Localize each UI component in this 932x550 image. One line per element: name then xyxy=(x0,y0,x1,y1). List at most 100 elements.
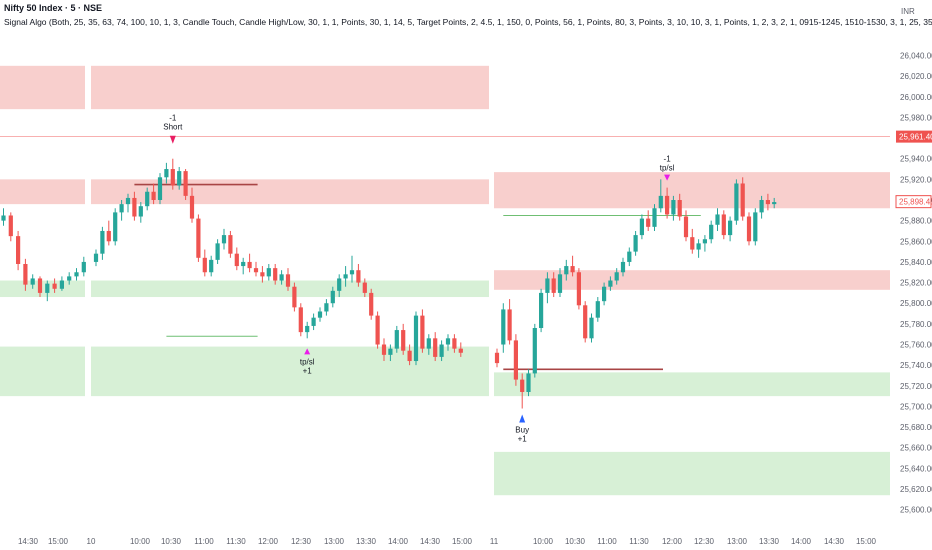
arrow-down-icon xyxy=(664,174,671,181)
candle xyxy=(138,202,143,223)
supply-zone xyxy=(494,172,890,209)
candle xyxy=(551,272,556,298)
signal-tp: tp/sl+1 xyxy=(300,348,315,375)
candle xyxy=(311,313,316,331)
candle-body xyxy=(445,338,451,345)
candle xyxy=(356,264,361,287)
x-tick-label: 13:00 xyxy=(727,537,748,546)
candle-body xyxy=(45,283,50,293)
candle xyxy=(665,187,670,219)
candle xyxy=(30,274,35,289)
candle xyxy=(401,323,406,355)
candle-body xyxy=(356,270,361,283)
supply-zone xyxy=(0,179,85,205)
y-tick-label: 25,760.00 xyxy=(900,341,932,350)
candle-body xyxy=(349,270,355,275)
candle xyxy=(620,257,626,277)
candle xyxy=(633,230,638,256)
y-tick-label: 26,000.00 xyxy=(900,93,932,102)
y-tick-label: 26,020.00 xyxy=(900,72,932,81)
candle-body xyxy=(702,239,707,244)
candle xyxy=(564,259,569,281)
y-tick-label: 25,700.00 xyxy=(900,402,932,411)
candle-body xyxy=(292,286,297,308)
candle xyxy=(759,195,764,219)
x-tick-label: 12:30 xyxy=(694,537,715,546)
x-tick-label: 14:30 xyxy=(18,537,39,546)
candle xyxy=(696,239,701,258)
signal-label: Buy xyxy=(515,426,529,435)
candle-body xyxy=(228,235,233,254)
signal-buy: Buy+1 xyxy=(515,414,529,444)
candle xyxy=(1,208,6,226)
candle-body xyxy=(343,274,348,279)
candle-body xyxy=(413,315,419,362)
candle-body xyxy=(369,292,374,316)
supply-zone xyxy=(91,65,489,110)
x-tick-label: 14:30 xyxy=(824,537,845,546)
price-tag xyxy=(896,130,932,143)
candle-body xyxy=(285,274,291,287)
candle xyxy=(349,255,355,283)
y-tick-label: 25,720.00 xyxy=(900,382,932,391)
candle xyxy=(183,169,188,200)
candle-body xyxy=(151,191,156,200)
candle xyxy=(279,270,284,285)
indicator-legend[interactable]: Signal Algo (Both, 25, 35, 63, 74, 100, … xyxy=(4,17,932,27)
candle xyxy=(157,173,163,205)
candle-body xyxy=(221,235,227,244)
y-tick-label: 25,940.00 xyxy=(900,155,932,164)
candle xyxy=(221,228,227,250)
candle-body xyxy=(106,230,111,242)
x-tick-label: 14:00 xyxy=(791,537,812,546)
symbol-title[interactable]: Nifty 50 Index · 5 · NSE xyxy=(4,3,103,13)
candle xyxy=(394,325,399,353)
candle xyxy=(132,191,137,221)
x-tick-label: 11 xyxy=(490,537,499,546)
candle xyxy=(639,214,644,240)
candle xyxy=(209,255,214,277)
x-tick-label: 13:30 xyxy=(759,537,780,546)
currency-label: INR xyxy=(901,7,915,16)
candle-body xyxy=(539,292,544,328)
y-tick-label: 25,680.00 xyxy=(900,423,932,432)
candle xyxy=(602,282,607,306)
candle-body xyxy=(557,274,563,293)
candle xyxy=(646,210,651,231)
candle-body xyxy=(753,212,758,242)
candle-body xyxy=(507,309,512,341)
candle-body xyxy=(209,259,214,273)
supply-zone xyxy=(0,65,85,110)
candle xyxy=(520,373,525,409)
candle-body xyxy=(59,280,64,289)
candle-body xyxy=(125,197,131,205)
candle-body xyxy=(614,272,619,281)
candle-body xyxy=(526,373,531,392)
y-tick-label: 25,920.00 xyxy=(900,175,932,184)
candle-body xyxy=(52,283,57,289)
candle-body xyxy=(330,290,335,304)
x-tick-label: 10:00 xyxy=(130,537,151,546)
candle-body xyxy=(362,282,367,293)
candle-body xyxy=(671,200,676,215)
candle-body xyxy=(23,264,28,285)
candle-body xyxy=(677,200,682,217)
candle-body xyxy=(81,261,86,273)
x-tick-label: 12:00 xyxy=(258,537,279,546)
x-tick-label: 11:30 xyxy=(629,537,649,546)
candle xyxy=(452,334,457,353)
candle xyxy=(273,264,278,285)
candle xyxy=(330,286,335,308)
candle-body xyxy=(375,315,380,345)
candle-body xyxy=(690,237,695,250)
candle-body xyxy=(298,307,303,333)
candle xyxy=(317,307,323,322)
candle-body xyxy=(30,278,35,285)
candle-body xyxy=(119,204,124,213)
candle xyxy=(439,340,444,362)
candle-body xyxy=(646,218,651,227)
candle-body xyxy=(401,330,406,351)
y-tick-label: 25,620.00 xyxy=(900,485,932,494)
